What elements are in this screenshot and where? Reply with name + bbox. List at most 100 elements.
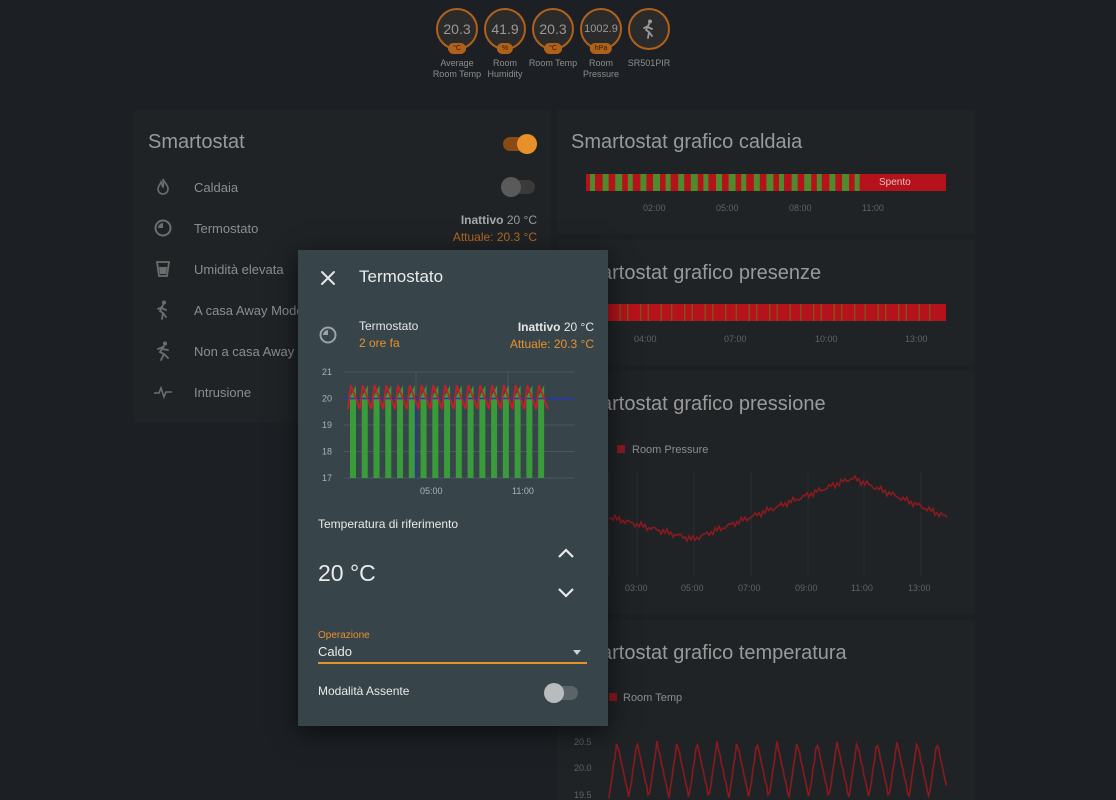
thermostat-icon [319,326,337,344]
timeline-segment [735,304,737,321]
badge-room-humidity[interactable]: 41.9 % Room Humidity [484,8,526,80]
caldaia-toggle[interactable] [501,177,535,197]
legend-label: Room Temp [623,692,682,704]
tick-label: 11:00 [862,203,884,213]
heating-bar [444,385,451,478]
row-non-a-casa[interactable]: Non a casa Away Mode [148,336,537,366]
card-title: Smartostat grafico pressione [571,393,826,415]
badge-room-pressure[interactable]: 1002.9 hPa Room Pressure [580,8,622,80]
timeline-segment [640,174,647,191]
tick-label: 03:00 [625,583,648,593]
heating-bar [491,385,498,478]
state-text: Inattivo [517,320,561,334]
badge-value: 20.3 [443,21,471,37]
timeline-segment [647,304,649,321]
tick-label: 05:00 [716,203,739,213]
timeline-segment [864,304,866,321]
badge-label: Room Temp [528,58,578,68]
tick-label: 05:00 [681,583,704,593]
climate-history-chart[interactable]: 21 20 19 18 17 05:00 11:00 [308,362,578,502]
tick-label: 10:00 [815,334,838,344]
timeline-segment [905,304,907,321]
pressure-chart[interactable]: Room Pressure 03:00 05:00 07:00 09:00 11… [557,431,975,611]
target-text: 20 °C [506,213,537,227]
timeline-segment [590,174,595,191]
heating-bars [350,385,545,478]
y-axis: 21 20 19 18 17 [322,367,332,483]
pressure-grid [608,471,922,576]
y-tick-label: 17 [322,473,332,483]
current-temp-line [347,384,549,410]
temperature-chart[interactable]: Room Temp 20.5 20.0 19.5 [557,680,975,800]
timeline-segment [885,304,887,321]
timeline-segment [712,304,714,321]
heating-bar [350,385,356,478]
timeline-segment [929,304,931,321]
timeline-segment [627,174,633,191]
master-toggle[interactable] [503,134,537,154]
row-a-casa[interactable]: A casa Away Mode [148,295,537,325]
away-mode-toggle[interactable] [544,683,578,703]
badge-circle [628,8,670,50]
timeline-segment [671,304,673,321]
badge-label: Room Humidity [487,58,523,79]
target-temp-value: 20 °C [318,560,376,586]
pulse-icon [148,380,178,404]
chevron-up-icon[interactable] [556,546,576,560]
timeline-segment [728,174,736,191]
y-tick-label: 18 [322,447,332,457]
operation-select[interactable]: Caldo [318,644,587,664]
badge-label: SR501PIR [627,58,671,68]
timeline-segment [586,304,946,321]
row-label: Termostato [194,220,259,236]
close-icon[interactable] [318,268,338,288]
timeline-chart-caldaia[interactable]: Spento 02:00 05:00 08:00 11:00 [586,174,948,219]
badge-average-room-temp[interactable]: 20.3 °C Average Room Temp [433,8,481,80]
row-label: A casa Away Mode [194,302,304,318]
tick-label: 09:00 [795,583,818,593]
graph-card-temperatura: Smartostat grafico temperatura Room Temp… [557,620,975,800]
pressure-series-line [608,474,948,543]
running-person-icon [148,339,178,363]
timeline-segment [690,174,698,191]
timeline-segment [779,174,784,191]
badge-circle: 20.3 °C [436,8,478,54]
row-caldaia[interactable]: Caldaia [148,172,537,202]
current-temp: Attuale: 20.3 °C [509,337,594,351]
chevron-down-icon[interactable] [556,586,576,600]
timeline-segment [741,174,747,191]
timeline-segment [640,304,642,321]
row-umidita[interactable]: Umidità elevata [148,254,537,284]
badge-circle: 1002.9 hPa [580,8,622,54]
heating-bar [361,385,368,478]
tick-label: 11:00 [851,583,873,593]
timeline-segment [816,174,822,191]
badge-unit: °C [544,43,562,54]
walking-person-icon [643,19,653,39]
timeline-segment [703,174,709,191]
heating-bar [455,385,462,478]
timeline-segment [918,304,920,321]
timeline-segment [716,174,722,191]
timeline-segment [854,304,856,321]
timeline-segment [665,174,671,191]
badge-unit: hPa [589,43,613,54]
row-intrusione[interactable]: Intrusione [148,377,537,407]
target-text: 20 °C [563,320,594,334]
timeline-segment [841,304,843,321]
timeline-segment [753,174,760,191]
tick-label: 07:00 [738,583,761,593]
tick-label: 08:00 [789,203,812,213]
graph-card-caldaia: Smartostat grafico caldaia Spento 02:00 … [557,109,975,234]
tick-label: 07:00 [724,334,747,344]
tick-label: 13:00 [905,334,928,344]
badge-sr501pir[interactable]: SR501PIR [628,8,670,80]
heating-bar [408,385,415,478]
timeline-chart-presenze[interactable]: 04:00 07:00 10:00 13:00 [586,304,948,349]
termostato-current: Attuale: 20.3 °C [452,230,537,244]
badge-room-temp[interactable]: 20.3 °C Room Temp [529,8,577,80]
thermostat-icon [148,216,178,240]
x-tick-label: 11:00 [512,486,534,496]
row-termostato[interactable]: Termostato [148,213,537,243]
badge-unit: °C [448,43,466,54]
